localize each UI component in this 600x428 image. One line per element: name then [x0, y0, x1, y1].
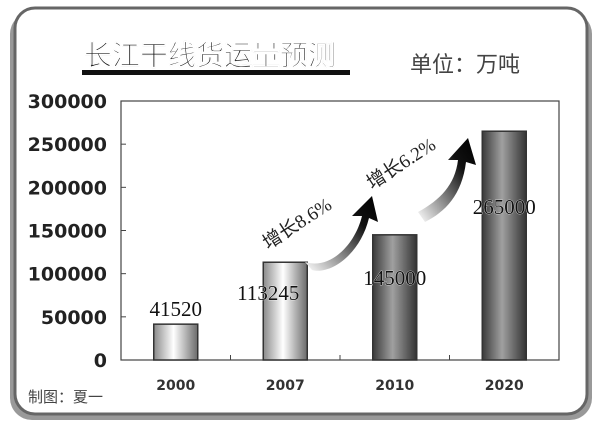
data-label: 145000: [363, 266, 426, 290]
x-tick-label: 2007: [266, 378, 305, 394]
data-label: 41520: [150, 297, 203, 321]
unit-label: 单位：万吨: [410, 53, 520, 78]
bar-2007: [262, 261, 308, 361]
data-label: 265000: [473, 195, 536, 219]
y-tick-label: 250000: [28, 134, 107, 156]
chart-title: 长江干线货运量预测: [84, 39, 336, 72]
bar-2020: [481, 130, 527, 361]
x-tick-label: 2010: [375, 378, 414, 394]
y-tick-label: 50000: [41, 307, 107, 329]
x-tick-label: 2020: [485, 378, 524, 394]
credit-label: 制图：夏一: [28, 388, 103, 406]
growth-arrow: [418, 138, 476, 222]
y-tick-label: 0: [94, 350, 107, 372]
y-tick-label: 100000: [28, 264, 107, 286]
title-underline: [82, 70, 350, 75]
bar-2010: [372, 234, 418, 361]
y-tick-label: 200000: [28, 177, 107, 199]
bar-2000: [153, 323, 199, 361]
y-tick-label: 150000: [28, 221, 107, 243]
growth-arrow: [305, 196, 378, 271]
y-tick-label: 300000: [28, 91, 107, 113]
x-tick-label: 2000: [156, 378, 195, 394]
data-label: 113245: [237, 281, 299, 305]
